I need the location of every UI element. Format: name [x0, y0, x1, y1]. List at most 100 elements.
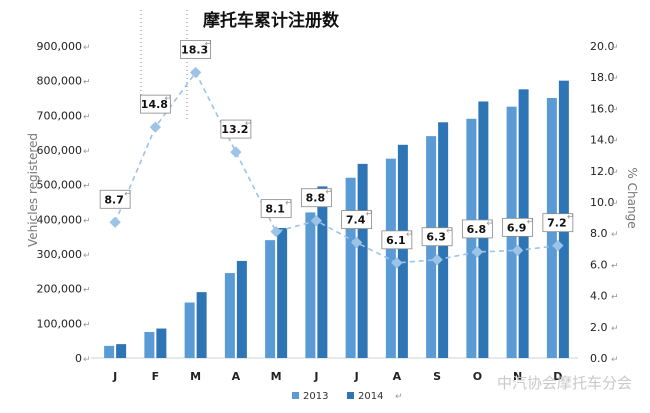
- y-right-tick-label: 18.0: [590, 71, 615, 84]
- y-tick-label: 800,000: [37, 75, 83, 88]
- y-tick-label: 900,000: [37, 40, 83, 53]
- data-label-box: [502, 217, 534, 237]
- data-label: 14.8: [141, 98, 168, 111]
- bar-2013-5: [305, 212, 316, 358]
- y-right-tick-label: 10.0: [590, 196, 615, 209]
- data-label: 8.7: [104, 193, 124, 206]
- legend-label: 2013: [303, 391, 328, 402]
- percent-point-4: [270, 225, 282, 238]
- return-mark: ↵: [124, 189, 132, 199]
- bar-2013-3: [224, 273, 235, 358]
- legend-swatch-2014: [347, 392, 354, 399]
- bar-2014-4: [277, 228, 288, 358]
- return-mark: ↵: [325, 188, 333, 198]
- y-tick-label: 0: [75, 352, 82, 365]
- y-right-tick-label: 12.0: [590, 165, 615, 178]
- bar-2014-2: [196, 292, 207, 358]
- data-label-box: [180, 40, 212, 59]
- bar-2014-1: [156, 328, 167, 358]
- chart-title: 摩托车累计注册数: [203, 10, 340, 31]
- x-tick-label: M: [190, 370, 201, 383]
- data-label: 6.3: [426, 231, 446, 244]
- data-label-box: [461, 219, 493, 239]
- y-right-tick-label: 6.0: [590, 258, 608, 271]
- legend-swatch-2013: [292, 392, 299, 399]
- x-tick-label: J: [354, 370, 359, 383]
- data-label: 13.2: [221, 123, 248, 136]
- return-mark: ↵: [611, 199, 619, 209]
- return-mark: ↵: [406, 230, 414, 240]
- bar-2013-2: [184, 302, 195, 358]
- percent-point-9: [471, 246, 484, 258]
- return-mark: ↵: [83, 43, 91, 53]
- bar-2014-3: [236, 260, 247, 358]
- return-mark: ↵: [611, 324, 619, 334]
- y-tick-label: 300,000: [37, 248, 83, 261]
- return-mark: ↵: [611, 293, 619, 303]
- y-right-tick-label: 8.0: [590, 227, 608, 240]
- data-label-box: [542, 213, 574, 233]
- bar-2013-1: [144, 332, 155, 358]
- y-tick-label: 600,000: [37, 144, 83, 157]
- y-tick-label: 700,000: [37, 109, 83, 122]
- x-tick-label: F: [152, 370, 160, 383]
- return-mark: ↵: [611, 355, 619, 365]
- data-label-box: [139, 94, 171, 114]
- y-right-tick-label: 0.0: [590, 352, 608, 365]
- legend: 2013 2014 ↵: [292, 391, 403, 402]
- data-label-box: [99, 189, 131, 209]
- y-tick-label: 200,000: [37, 283, 83, 296]
- data-label: 7.2: [547, 217, 567, 230]
- data-label-box: [220, 119, 252, 139]
- data-label: 6.9: [507, 221, 527, 234]
- percent-point-3: [230, 146, 242, 158]
- return-mark: ↵: [205, 40, 213, 50]
- return-mark: ↵: [366, 210, 374, 220]
- percent-line-path: [114, 70, 558, 264]
- return-mark: ↵: [567, 213, 575, 223]
- bar-2013-9: [466, 118, 477, 358]
- data-label: 6.1: [386, 234, 406, 247]
- x-tick-label: N: [513, 370, 522, 383]
- y-right-tick-label: 20.0: [590, 40, 615, 53]
- bar-2013-8: [426, 136, 437, 358]
- bar-2014-0: [116, 344, 127, 358]
- return-mark: ↵: [245, 119, 253, 129]
- data-label-box: [421, 227, 453, 247]
- return-mark: ↵: [486, 219, 494, 229]
- x-tick-label: A: [393, 370, 402, 383]
- data-label: 8.1: [265, 203, 285, 216]
- percent-point-6: [350, 236, 363, 249]
- y-tick-label: 400,000: [37, 213, 83, 226]
- data-labels: 8.7 ↵14.8↵18.3↵13.2↵8.1 ↵ 8.8 ↵7.4 ↵6.1 ↵ 6.3 ↵ 6…: [99, 40, 575, 250]
- y-tick-label: 100,000: [37, 317, 83, 330]
- bar-2013-4: [265, 240, 276, 358]
- watermark: 中汽协会摩托车分会: [497, 374, 632, 392]
- return-mark: ↵: [83, 147, 91, 157]
- return-mark: ↵: [285, 199, 293, 209]
- return-mark: ↵: [611, 74, 619, 84]
- bar-2014-5: [317, 186, 328, 358]
- y-axis-title: Vehicles registered: [26, 133, 40, 247]
- return-mark: ↵: [83, 182, 91, 192]
- return-mark: ↵: [395, 392, 403, 402]
- y-tick-label: 500,000: [37, 179, 83, 192]
- return-mark: ↵: [611, 137, 619, 147]
- return-mark: ↵: [83, 355, 91, 365]
- return-mark: ↵: [611, 230, 619, 240]
- data-label: 18.3: [181, 44, 208, 57]
- legend-label: 2014: [358, 391, 383, 402]
- return-mark: ↵: [83, 78, 91, 88]
- percent-point-5: [310, 215, 323, 227]
- percent-point-2: [189, 66, 202, 79]
- y-axis-right-title: % Change: [625, 167, 639, 228]
- data-label-box: [260, 199, 292, 219]
- x-tick-label: D: [553, 370, 562, 383]
- data-label: 6.8: [467, 223, 487, 236]
- axes: 0 ↵100,000 ↵200,000 ↵300,000 ↵400,000 ↵500,00…: [37, 10, 619, 383]
- data-label: 7.4: [346, 214, 366, 227]
- x-tick-label: S: [433, 370, 441, 383]
- bar-2013-6: [345, 177, 356, 358]
- x-tick-label: J: [112, 370, 117, 383]
